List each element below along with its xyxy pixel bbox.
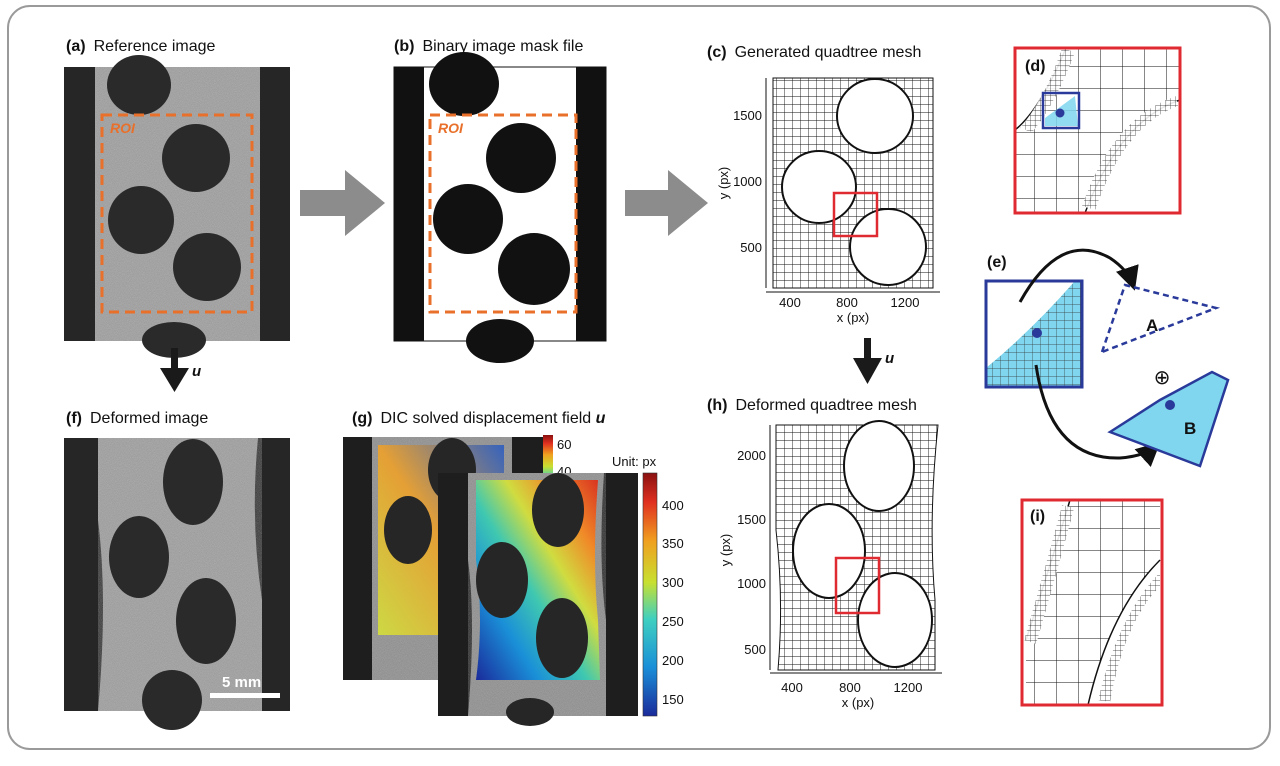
panel-b-binary-mask: ROI xyxy=(393,52,607,363)
label-b: B xyxy=(1184,419,1196,438)
h-ytick-2000: 2000 xyxy=(737,448,766,463)
panel-h-label: (h) Deformed quadtree mesh xyxy=(707,397,917,415)
c-ylabel: y (px) xyxy=(716,167,731,200)
panel-c-letter: (c) xyxy=(707,44,727,61)
panel-a-letter: (a) xyxy=(66,38,86,55)
zoom-box-d xyxy=(1041,91,1081,130)
h-ytick-1500: 1500 xyxy=(737,512,766,527)
g-cbar-tick-350: 350 xyxy=(662,536,684,551)
panel-g-letter: (g) xyxy=(352,410,373,427)
element-a xyxy=(1099,283,1221,355)
h-ytick-500: 500 xyxy=(744,642,766,657)
g-cbar-tick-200: 200 xyxy=(662,653,684,668)
panel-c-quadtree-mesh: 1500 1000 500 400 800 1200 x (px) y (px) xyxy=(716,77,940,325)
g-cbar-tick-250: 250 xyxy=(662,614,684,629)
panel-f-title: Deformed image xyxy=(89,410,209,427)
c-xtick-400: 400 xyxy=(779,295,801,310)
c-xlabel: x (px) xyxy=(837,310,870,325)
arrow-a-to-f: u xyxy=(160,348,201,392)
flow-arrow-a-to-b xyxy=(300,170,385,236)
h-xlabel: x (px) xyxy=(842,695,875,710)
panel-g-title-var: u xyxy=(595,410,606,427)
panel-c-title: Generated quadtree mesh xyxy=(734,44,922,61)
c-ytick-500: 500 xyxy=(740,240,762,255)
oplus-symbol: ⊕ xyxy=(1154,365,1171,389)
panel-a-label: (a) Reference image xyxy=(66,38,215,56)
g-cbar-tick-300: 300 xyxy=(662,575,684,590)
panel-g-displacement-field: 60 40 Unit: px 400 350 300 250 200 150 xyxy=(343,435,684,726)
panel-g-label: (g) DIC solved displacement field u xyxy=(352,410,605,428)
g-cbar-tick-150: 150 xyxy=(662,692,684,707)
g-cbar-tick-400: 400 xyxy=(662,498,684,513)
u-label-1: u xyxy=(192,363,201,380)
roi-box-b xyxy=(428,113,578,314)
c-ytick-1500: 1500 xyxy=(733,108,762,123)
panel-h-deformed-mesh: 2000 1500 1000 500 400 800 1200 x (px) y… xyxy=(718,420,942,710)
panel-e-letter: (e) xyxy=(987,254,1007,271)
element-b xyxy=(1107,370,1230,468)
panel-c-label: (c) Generated quadtree mesh xyxy=(707,44,921,62)
panel-e-label: (e) xyxy=(987,254,1015,272)
label-a: A xyxy=(1146,316,1158,335)
h-ytick-1000: 1000 xyxy=(737,576,766,591)
panel-i-label: (i) xyxy=(1030,508,1053,526)
panel-b-title: Binary image mask file xyxy=(422,38,584,55)
arrow-c-to-h: u xyxy=(853,338,894,384)
panel-h-title: Deformed quadtree mesh xyxy=(735,397,917,414)
frame-i xyxy=(1020,498,1164,707)
u-label-2: u xyxy=(885,350,894,367)
scale-bar xyxy=(210,693,280,698)
panel-f-label: (f) Deformed image xyxy=(66,410,208,428)
panel-e-element-mapping: A ⊕ B xyxy=(984,248,1230,468)
panel-a-reference-image: ROI xyxy=(64,55,290,358)
roi-label-a: ROI xyxy=(110,120,136,136)
highlight-box-h xyxy=(834,556,881,615)
h-xtick-400: 400 xyxy=(781,680,803,695)
c-ytick-1000: 1000 xyxy=(733,174,762,189)
panel-d-letter: (d) xyxy=(1025,58,1046,75)
g-back-tick-60: 60 xyxy=(557,437,571,452)
roi-box-a xyxy=(100,113,254,314)
c-xtick-1200: 1200 xyxy=(891,295,920,310)
g-unit-label: Unit: px xyxy=(612,454,657,469)
panel-b-label: (b) Binary image mask file xyxy=(394,38,583,56)
panel-d-label: (d) xyxy=(1025,58,1053,76)
h-xtick-800: 800 xyxy=(839,680,861,695)
panel-i-deformed-zoom xyxy=(1020,498,1164,707)
c-xtick-800: 800 xyxy=(836,295,858,310)
roi-label-b: ROI xyxy=(438,120,464,136)
panel-a-title: Reference image xyxy=(93,38,216,55)
h-xtick-1200: 1200 xyxy=(894,680,923,695)
panel-b-letter: (b) xyxy=(394,38,415,55)
colorbar xyxy=(642,472,658,717)
panel-d-mesh-zoom xyxy=(1013,46,1182,215)
panel-h-letter: (h) xyxy=(707,397,728,414)
panel-f-deformed-image: 5 mm xyxy=(64,438,290,730)
panel-i-letter: (i) xyxy=(1030,508,1046,525)
frame-d xyxy=(1013,46,1182,215)
panel-f-letter: (f) xyxy=(66,410,82,427)
scale-bar-label: 5 mm xyxy=(222,674,261,691)
highlight-box-c xyxy=(832,191,879,238)
flow-arrow-b-to-c xyxy=(625,170,708,236)
panel-g-title: DIC solved displacement field xyxy=(380,410,592,427)
h-ylabel: y (px) xyxy=(718,534,733,567)
